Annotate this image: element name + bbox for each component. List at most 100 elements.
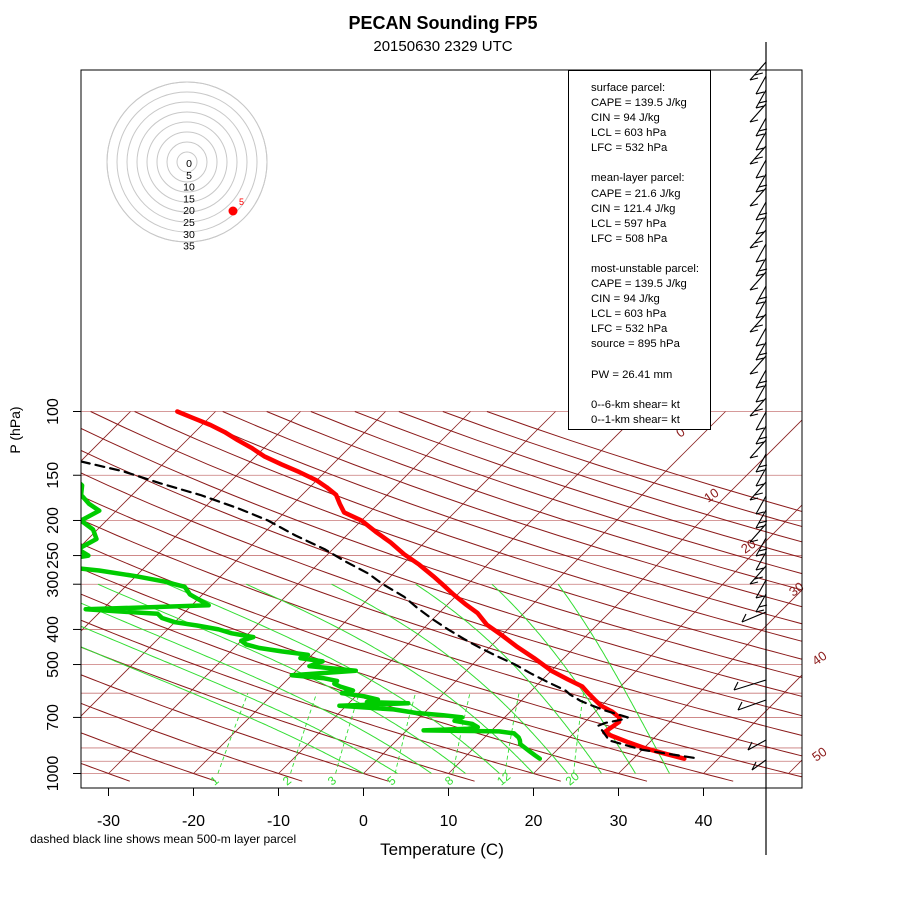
barb-feather (755, 147, 765, 151)
wind-barb (755, 467, 767, 487)
dry-adiabat (81, 472, 802, 717)
barb-feather (758, 380, 768, 384)
y-axis-label: P (hPa) (7, 406, 23, 453)
barb-feather (755, 357, 765, 361)
barb-shaft (755, 579, 767, 599)
isotherm-line (193, 411, 556, 774)
barb-feather (758, 184, 768, 188)
mean-layer-cape: CAPE = 21.6 J/kg (591, 187, 681, 200)
y-tick-label: 700 (45, 704, 62, 731)
barb-feather (749, 77, 759, 81)
wind-barb (749, 481, 767, 501)
wind-barb (749, 145, 767, 165)
moist-adiabat (167, 583, 500, 774)
barb-feather (758, 268, 768, 272)
isotherm-line (81, 411, 301, 632)
barb-feather (749, 581, 759, 585)
shear-0-6km: 0--6-km shear= kt (591, 398, 680, 411)
barb-shaft (749, 565, 767, 585)
barb-shaft (749, 313, 767, 333)
mean-layer-lfc: LFC = 508 hPa (591, 232, 668, 245)
dry-adiabat (134, 411, 802, 642)
hodograph-marker (228, 206, 238, 216)
y-tick-label: 300 (45, 571, 62, 598)
dry-adiabat-label: 40 (809, 648, 829, 669)
isotherm-line (278, 411, 641, 774)
hodograph-ring (176, 151, 198, 173)
dry-adiabat (442, 411, 802, 528)
barb-shaft (755, 201, 767, 221)
y-tick-label: 1000 (45, 756, 62, 792)
barb-feather (749, 539, 759, 543)
grid-lines (81, 411, 900, 782)
wind-barb (749, 355, 767, 375)
barb-shaft (755, 537, 767, 557)
barb-shaft (749, 271, 767, 291)
barb-shaft (755, 243, 767, 263)
mixing-ratio-line (573, 693, 585, 774)
wind-barb (755, 453, 768, 473)
mixing-ratio-label: 1 (207, 773, 221, 788)
barb-feather (755, 553, 765, 557)
barb-feather (737, 701, 743, 711)
barb-feather (741, 613, 747, 623)
most-unstable-parcel-block: most-unstable parcel: CAPE = 139.5 J/kg … (591, 262, 710, 353)
barb-feather (754, 408, 763, 412)
wind-barb (755, 243, 767, 263)
barb-feather (755, 105, 765, 109)
barb-shaft (755, 551, 767, 571)
dry-adiabat (81, 674, 389, 782)
isotherm-line (81, 411, 131, 462)
pw-block: PW = 26.41 mm (591, 368, 710, 383)
isotherm-line (874, 412, 900, 774)
barb-feather (755, 427, 765, 431)
barb-shaft (741, 611, 767, 623)
wind-barb (749, 439, 767, 459)
barb-feather (758, 520, 768, 524)
most-unstable-cin: CIN = 94 J/kg (591, 293, 660, 306)
mixing-ratio-line (452, 693, 471, 774)
wind-barb (749, 565, 767, 585)
barb-shaft (755, 299, 767, 319)
wind-barb (749, 229, 767, 249)
barb-shaft (755, 411, 767, 431)
barb-shaft (755, 453, 767, 473)
barb-shaft (749, 187, 767, 207)
wind-barb (749, 313, 767, 333)
surface-lfc: LFC = 532 hPa (591, 142, 668, 155)
barb-feather (755, 511, 765, 515)
dry-adiabat (81, 646, 475, 782)
barb-feather (749, 497, 759, 501)
barb-feather (755, 133, 765, 137)
chart-title: PECAN Sounding FP5 (349, 13, 538, 33)
wind-barb (755, 327, 767, 347)
barb-feather (755, 175, 765, 179)
barb-feather (755, 189, 765, 193)
dewpoint-line (81, 481, 543, 761)
barb-shaft (755, 341, 767, 361)
barb-shaft (749, 103, 767, 123)
wind-barb (755, 425, 768, 445)
most-unstable-lfc: LFC = 532 hPa (591, 323, 668, 336)
footnote: dashed black line shows mean 500-m layer… (30, 832, 296, 846)
hodograph-ring-label: 0 (186, 158, 192, 170)
wind-barb (737, 699, 767, 711)
barb-feather (755, 91, 765, 95)
mean-layer-heading: mean-layer parcel: (591, 172, 685, 185)
wind-barbs (733, 42, 768, 855)
y-tick-label: 500 (45, 651, 62, 678)
plot-frame (80, 69, 803, 789)
hodograph-ring (156, 131, 218, 193)
x-tick-label: 30 (610, 813, 628, 830)
barb-shaft (749, 481, 767, 501)
hodograph-marker-label: 5 (239, 197, 244, 207)
barb-feather (758, 548, 768, 552)
barb-feather (755, 385, 765, 389)
dry-adiabat (81, 568, 734, 782)
dry-adiabat (81, 427, 802, 679)
barb-shaft (755, 131, 767, 151)
x-axis-label: Temperature (C) (380, 840, 504, 859)
dry-adiabat-label: 50 (809, 744, 829, 765)
